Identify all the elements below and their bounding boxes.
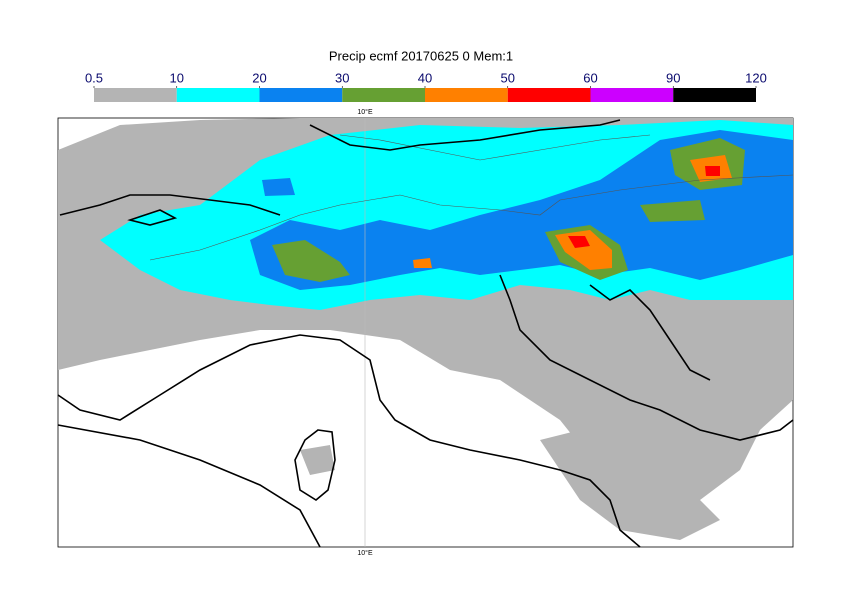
country-border (59, 194, 281, 216)
precip-area (250, 130, 793, 290)
precip-area (555, 230, 612, 270)
precip-area (540, 430, 720, 540)
meridian-label: 10°E (357, 549, 373, 557)
precip-area (262, 178, 295, 196)
country-border (309, 119, 621, 151)
country-border (339, 134, 651, 161)
colorbar-segment (94, 88, 177, 102)
colorbar-segment (507, 88, 591, 102)
lake-outline (127, 209, 178, 226)
colorbar-segment (425, 88, 508, 102)
precip-area (300, 445, 335, 475)
colorbar-label: 50 (501, 70, 515, 85)
colorbar-label: 90 (666, 70, 680, 85)
precip-area (640, 200, 705, 222)
colorbar-segment (342, 88, 425, 102)
colorbar: 0.5 10 20 30 40 50 60 90 120 (85, 70, 767, 102)
colorbar-segment (259, 88, 343, 102)
meridian-label: 10°E (357, 108, 373, 116)
coastline (57, 334, 641, 548)
precip-fields (58, 118, 793, 540)
coastline (589, 284, 711, 381)
coastline (57, 424, 321, 548)
precip-area (568, 236, 590, 248)
colorbar-segment (590, 88, 674, 102)
precip-area (413, 258, 432, 268)
country-border (149, 174, 794, 261)
colorbar-label: 10 (170, 70, 184, 85)
coastline (499, 274, 794, 441)
island-coast (294, 429, 336, 501)
colorbar-label: 20 (252, 70, 266, 85)
colorbar-label: 40 (418, 70, 432, 85)
colorbar-label: 30 (335, 70, 349, 85)
colorbar-segment (176, 88, 260, 102)
colorbar-label: 0.5 (85, 70, 103, 85)
colorbar-label: 60 (583, 70, 597, 85)
precip-area (272, 240, 350, 282)
map-title: Precip ecmf 20170625 0 Mem:1 (329, 48, 513, 63)
precip-area (705, 166, 720, 176)
colorbar-segment (673, 88, 756, 102)
colorbar-label: 120 (745, 70, 767, 85)
